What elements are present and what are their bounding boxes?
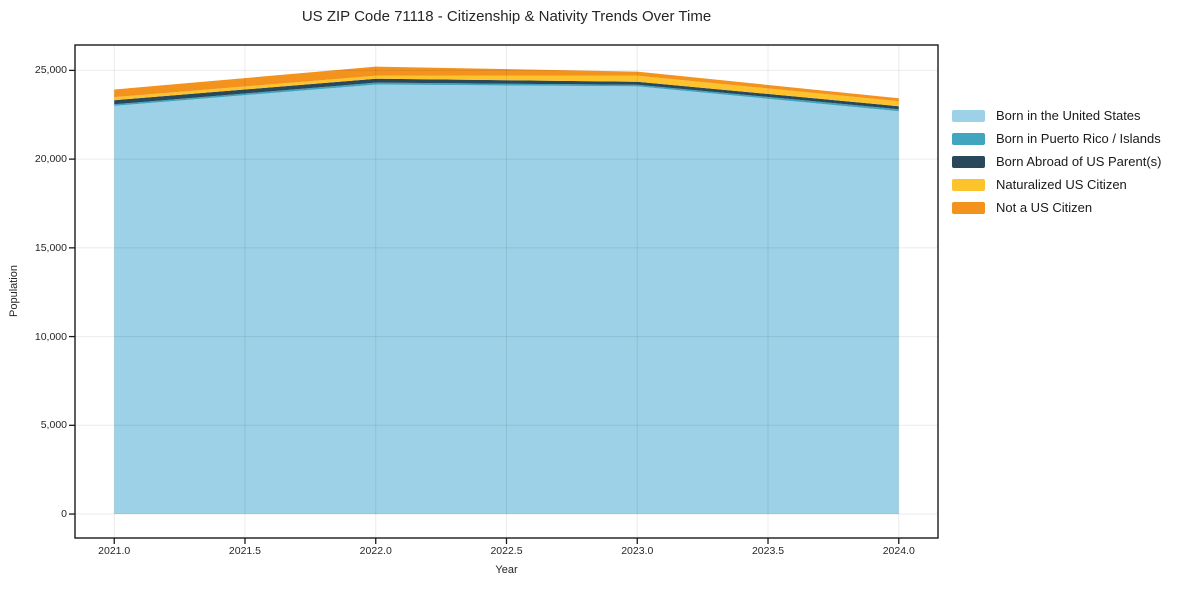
legend-label: Born Abroad of US Parent(s) [996,154,1162,169]
chart-title: US ZIP Code 71118 - Citizenship & Nativi… [301,8,712,25]
area-born-in-the-united-states [114,84,899,515]
legend-swatch [952,178,985,191]
y-axis-label: Population [8,265,20,317]
legend-swatch [952,201,985,214]
y-tick-label: 5,000 [40,419,67,432]
x-axis-label: Year [495,564,518,576]
y-tick-label: 10,000 [34,330,67,343]
legend-swatch [952,155,985,168]
area-born-abroad-of-us-parent-s [114,78,899,110]
legend: Born in the United States Born in Puerto … [952,104,1161,219]
x-tick-label: 2022.5 [490,545,523,557]
x-tick-label: 2023.5 [751,545,785,557]
legend-swatch [952,132,985,145]
legend-label: Naturalized US Citizen [996,177,1127,192]
x-tick-label: 2024.0 [882,545,915,557]
area-naturalized-us-citizen [114,75,899,107]
legend-row: Born in Puerto Rico / Islands [952,127,1161,150]
x-tick-label: 2023.0 [621,545,654,557]
y-tick-label: 15,000 [34,241,67,254]
y-tick-label: 25,000 [34,64,67,77]
legend-row: Not a US Citizen [952,196,1161,219]
legend-row: Naturalized US Citizen [952,173,1161,196]
x-tick-label: 2022.0 [359,545,392,557]
area-born-in-puerto-rico-islands [114,82,899,112]
legend-row: Born in the United States [952,104,1161,127]
legend-row: Born Abroad of US Parent(s) [952,150,1161,173]
y-tick-label: 20,000 [34,153,67,166]
legend-label: Not a US Citizen [996,200,1093,215]
x-tick-label: 2021.5 [228,545,262,557]
legend-label: Born in Puerto Rico / Islands [996,131,1161,146]
legend-label: Born in the United States [996,108,1141,123]
legend-swatch [952,109,985,122]
x-tick-label: 2021.0 [98,545,131,557]
area-not-a-us-citizen [114,66,899,102]
y-tick-label: 0 [61,508,67,521]
